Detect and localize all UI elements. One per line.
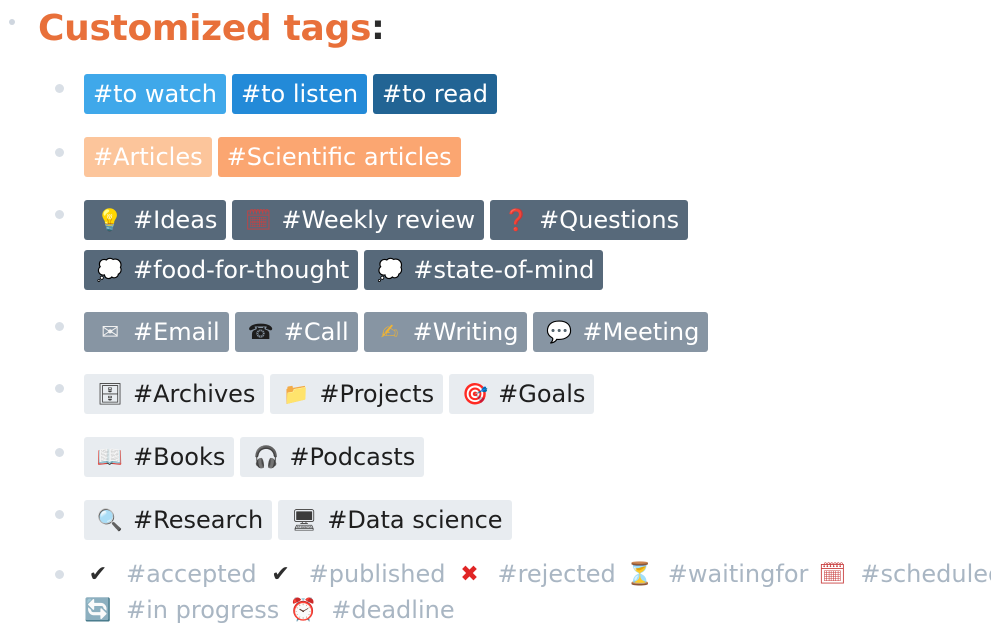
tag-group-archives: 🗄 #Archives 📁 #Projects 🎯 #Goals <box>84 374 744 414</box>
tag-scientific-articles[interactable]: #Scientific articles <box>217 137 461 177</box>
tag-label: #Podcasts <box>289 443 416 471</box>
desktop-computer-icon: 🖥 <box>290 507 318 532</box>
headphones-icon: 🎧 <box>253 444 280 469</box>
status-tag-label: #deadline <box>331 596 455 624</box>
tag-questions[interactable]: ❓ #Questions <box>490 200 689 240</box>
tag-group-communication: ✉ #Email ☎ #Call ✍ #Writing 💬 #Meeting <box>84 312 744 352</box>
status-tag-waitingfor[interactable]: ⏳ #waitingfor <box>626 560 809 588</box>
tag-group-articles: #Articles #Scientific articles <box>84 137 744 177</box>
list-bullet[interactable] <box>55 384 64 393</box>
tag-call[interactable]: ☎ #Call <box>234 312 358 352</box>
tag-label: #food-for-thought <box>133 256 350 284</box>
tag-label: #Archives <box>133 380 256 408</box>
thought-bubble-icon: 💭 <box>377 257 404 282</box>
check-mark-icon: ✔ <box>88 561 108 587</box>
tag-group-books: 📖 #Books 🎧 #Podcasts <box>84 437 744 477</box>
tag-podcasts[interactable]: 🎧 #Podcasts <box>240 437 425 477</box>
tag-label: #Questions <box>539 206 680 234</box>
file-cabinet-icon: 🗄 <box>96 381 124 406</box>
tag-data-science[interactable]: 🖥 #Data science <box>278 500 512 540</box>
tag-label: #state-of-mind <box>413 256 595 284</box>
envelope-icon: ✉ <box>101 319 119 344</box>
check-mark-icon: ✔ <box>271 561 290 587</box>
tag-label: #Weekly review <box>281 206 476 234</box>
speech-bubble-icon: 💬 <box>546 319 573 344</box>
calendar-icon: 🗓 <box>818 561 847 587</box>
tag-group-ideas: 💡 #Ideas 🗓 #Weekly review ❓ #Questions 💭… <box>84 200 744 290</box>
folder-icon: 📁 <box>283 381 310 406</box>
root-bullet[interactable] <box>9 19 15 25</box>
magnifier-icon: 🔍 <box>96 507 124 532</box>
tag-group-watch-listen-read: #to watch #to listen #to read <box>84 74 744 114</box>
tag-label: #Email <box>133 318 220 346</box>
list-bullet[interactable] <box>55 322 64 331</box>
tag-to-read[interactable]: #to read <box>373 74 497 114</box>
tag-label: #Books <box>133 443 226 471</box>
tag-label: #Ideas <box>133 206 218 234</box>
page-title: Customized tags <box>38 7 372 49</box>
cross-mark-icon: ✖ <box>460 561 479 587</box>
status-tag-deadline[interactable]: ⏰ #deadline <box>289 596 455 624</box>
status-tag-label: #rejected <box>497 560 616 588</box>
list-bullet[interactable] <box>55 448 64 457</box>
thought-bubble-icon: 💭 <box>96 257 124 282</box>
tag-research[interactable]: 🔍 #Research <box>84 500 273 540</box>
tag-ideas[interactable]: 💡 #Ideas <box>84 200 227 240</box>
tag-goals[interactable]: 🎯 #Goals <box>449 374 595 414</box>
tag-label: #Call <box>283 318 349 346</box>
tag-books[interactable]: 📖 #Books <box>84 437 235 477</box>
status-tag-published[interactable]: ✔ #published <box>267 560 446 588</box>
status-tag-label: #waitingfor <box>667 560 809 588</box>
tag-meeting[interactable]: 💬 #Meeting <box>533 312 709 352</box>
writing-hand-icon: ✍ <box>380 319 399 344</box>
list-bullet[interactable] <box>55 210 64 219</box>
status-tag-in-progress[interactable]: 🔄 #in progress <box>84 596 279 624</box>
question-mark-icon: ❓ <box>503 207 530 232</box>
list-bullet[interactable] <box>55 510 64 519</box>
status-tag-accepted[interactable]: ✔ #accepted <box>84 560 257 588</box>
status-tag-scheduled[interactable]: 🗓 #scheduled <box>818 560 991 588</box>
status-line-1: ✔ #accepted ✔ #published ✖ #rejected ⏳ #… <box>84 556 991 592</box>
lightbulb-icon: 💡 <box>96 207 124 232</box>
tag-writing[interactable]: ✍ #Writing <box>363 312 528 352</box>
status-tag-label: #scheduled <box>860 560 991 588</box>
tag-group-research: 🔍 #Research 🖥 #Data science <box>84 500 744 540</box>
tag-to-watch[interactable]: #to watch <box>84 74 226 114</box>
tag-label: #Meeting <box>582 318 700 346</box>
calendar-icon: 🗓 <box>245 207 272 232</box>
heading-row: Customized tags : <box>38 4 385 52</box>
tag-archives[interactable]: 🗄 #Archives <box>84 374 265 414</box>
tag-articles[interactable]: #Articles <box>84 137 212 177</box>
open-book-icon: 📖 <box>96 444 124 469</box>
tag-label: #Research <box>133 506 264 534</box>
tag-email[interactable]: ✉ #Email <box>84 312 229 352</box>
title-colon: : <box>371 8 385 48</box>
tag-food-for-thought[interactable]: 💭 #food-for-thought <box>84 250 359 290</box>
status-tag-label: #in progress <box>126 596 280 624</box>
hourglass-icon: ⏳ <box>626 561 654 587</box>
list-bullet[interactable] <box>55 84 64 93</box>
tag-label: #Data science <box>327 506 503 534</box>
status-tag-rejected[interactable]: ✖ #rejected <box>455 560 615 588</box>
tag-state-of-mind[interactable]: 💭 #state-of-mind <box>364 250 604 290</box>
status-line-2: 🔄 #in progress ⏰ #deadline <box>84 592 984 628</box>
phone-icon: ☎ <box>247 319 274 344</box>
tag-weekly-review[interactable]: 🗓 #Weekly review <box>232 200 485 240</box>
status-tag-group: ✔ #accepted ✔ #published ✖ #rejected ⏳ #… <box>84 556 991 628</box>
tag-projects[interactable]: 📁 #Projects <box>270 374 444 414</box>
tag-label: #Writing <box>412 318 519 346</box>
refresh-cycle-icon: 🔄 <box>84 597 112 623</box>
list-bullet[interactable] <box>55 148 64 157</box>
list-bullet[interactable] <box>55 570 64 579</box>
target-icon: 🎯 <box>462 381 489 406</box>
tag-to-listen[interactable]: #to listen <box>231 74 368 114</box>
status-tag-label: #accepted <box>126 560 257 588</box>
tag-label: #Goals <box>498 380 586 408</box>
alarm-clock-icon: ⏰ <box>289 597 317 623</box>
tag-label: #Projects <box>319 380 435 408</box>
status-tag-label: #published <box>308 560 446 588</box>
